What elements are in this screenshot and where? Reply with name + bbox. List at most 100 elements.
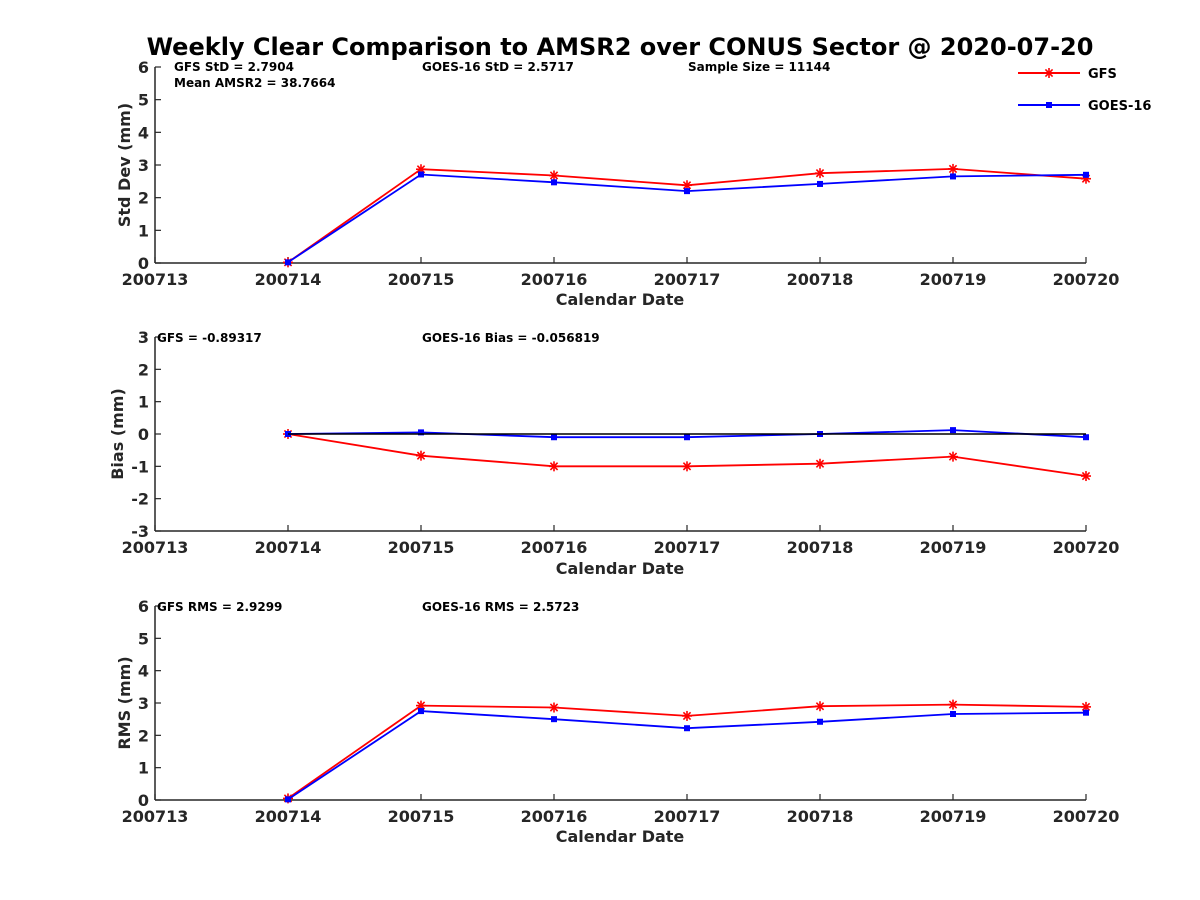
data-point-gfs-rms [1081,701,1091,712]
y-tick-label-bias: -3 [131,522,149,541]
annotation-gfs-rms: GFS RMS = 2.9299 [157,600,282,614]
y-tick-label-std-dev: 5 [138,91,149,110]
y-tick-label-std-dev: 3 [138,156,149,175]
data-point-goes-16-std-dev [551,179,557,186]
legend-entry-goes16: GOES-16 [1018,99,1151,114]
legend-label-gfs: GFS [1088,67,1117,82]
x-tick-label-std-dev: 200714 [255,270,322,289]
y-tick-label-bias: 2 [138,360,149,379]
legend: GFS GOES-16 [1018,67,1151,114]
y-tick-label-rms: 3 [138,694,149,713]
x-tick-label-bias: 200719 [920,538,987,557]
x-tick-label-bias: 200717 [654,538,721,557]
data-point-gfs-std-dev [549,170,559,181]
y-tick-label-std-dev: 2 [138,189,149,208]
y-tick-label-bias: -1 [131,457,149,476]
y-tick-label-rms: 5 [138,629,149,648]
data-point-goes-16-rms [551,716,557,723]
data-point-gfs-rms [549,702,559,713]
x-axis-label-std-dev: Calendar Date [556,290,685,309]
data-point-goes-16-std-dev [1083,171,1089,178]
data-point-goes-16-bias [684,434,690,441]
data-point-goes-16-std-dev [684,188,690,195]
series-gfs-rms [283,699,1091,804]
x-axis-label-bias: Calendar Date [556,559,685,578]
data-point-goes-16-rms [817,718,823,725]
x-tick-label-std-dev: 200718 [787,270,854,289]
x-tick-label-rms: 200713 [122,807,189,826]
panel-std-dev: 0 1 2 3 4 5 6 200713 200714 200715 200716 200717 200… [115,58,1119,309]
x-tick-label-rms: 200715 [388,807,455,826]
x-tick-label-rms: 200719 [920,807,987,826]
x-tick-label-rms: 200714 [255,807,322,826]
series-goes-16-rms [285,708,1089,803]
data-point-goes-16-bias [1083,434,1089,441]
annotation-goes16-bias: GOES-16 Bias = -0.056819 [422,331,600,345]
data-point-gfs-rms [682,710,692,721]
data-point-goes-16-rms [684,725,690,732]
x-tick-label-std-dev: 200719 [920,270,987,289]
data-point-goes-16-rms [950,710,956,717]
panel-rms: 0 1 2 3 4 5 6 200713 200714 200715 200716 200717 200… [115,597,1119,846]
x-tick-label-std-dev: 200715 [388,270,455,289]
y-axis-label-bias: Bias (mm) [108,388,127,480]
data-point-gfs-bias [1081,471,1091,482]
y-tick-label-rms: 0 [138,791,149,810]
x-tick-label-rms: 200720 [1053,807,1120,826]
y-axis-label-std-dev: Std Dev (mm) [115,103,134,227]
data-point-goes-16-std-dev [285,259,291,266]
data-point-gfs-bias [948,451,958,462]
x-tick-label-std-dev: 200713 [122,270,189,289]
annotation-sample-size: Sample Size = 11144 [688,60,830,74]
annotation-gfs-std: GFS StD = 2.7904 [174,60,294,74]
annotation-mean-amsr2: Mean AMSR2 = 38.7664 [174,76,335,90]
data-point-goes-16-rms [418,708,424,715]
y-tick-label-bias: 1 [138,393,149,412]
y-tick-label-std-dev: 1 [138,221,149,240]
legend-label-goes16: GOES-16 [1088,99,1151,114]
x-tick-label-rms: 200718 [787,807,854,826]
data-point-goes-16-bias [950,427,956,434]
x-tick-label-bias: 200716 [521,538,588,557]
data-point-gfs-std-dev [948,163,958,174]
data-point-goes-16-std-dev [950,173,956,180]
data-point-gfs-rms [815,701,825,712]
legend-marker-symbol-gfs [1044,68,1054,78]
chart-title: Weekly Clear Comparison to AMSR2 over CO… [147,33,1094,61]
annotation-goes16-rms: GOES-16 RMS = 2.5723 [422,600,579,614]
legend-entry-gfs: GFS [1018,67,1117,82]
y-tick-label-bias: -2 [131,490,149,509]
y-tick-label-std-dev: 0 [138,254,149,273]
x-tick-label-rms: 200716 [521,807,588,826]
data-point-gfs-bias [416,450,426,461]
y-tick-label-bias: 0 [138,425,149,444]
data-point-goes-16-rms [1083,709,1089,716]
series-goes-16-std-dev [285,171,1089,266]
data-point-goes-16-bias [418,429,424,436]
x-tick-label-bias: 200718 [787,538,854,557]
data-point-goes-16-std-dev [817,180,823,187]
x-tick-label-bias: 200713 [122,538,189,557]
legend-marker-gfs [1044,68,1054,78]
data-point-gfs-rms [948,699,958,710]
data-point-gfs-bias [549,461,559,472]
annotation-goes16-std: GOES-16 StD = 2.5717 [422,60,574,74]
x-tick-label-std-dev: 200716 [521,270,588,289]
data-point-gfs-bias [815,458,825,469]
legend-marker-symbol-goes16 [1046,102,1052,108]
y-tick-label-rms: 4 [138,662,149,681]
data-point-gfs-rms [416,700,426,711]
data-point-gfs-bias [682,461,692,472]
series-gfs-std-dev [283,163,1091,268]
x-tick-label-bias: 200720 [1053,538,1120,557]
y-tick-label-rms: 6 [138,597,149,616]
data-point-gfs-std-dev [815,168,825,179]
y-tick-label-bias: 3 [138,328,149,347]
data-point-goes-16-rms [285,796,291,803]
x-tick-label-rms: 200717 [654,807,721,826]
y-axis-label-rms: RMS (mm) [115,656,134,749]
panel-bias: -3 -2 -1 0 1 2 3 200713 200714 200715 200716 200717… [108,328,1119,578]
x-tick-label-bias: 200714 [255,538,322,557]
y-tick-label-std-dev: 4 [138,123,149,142]
series-line-goes-16-rms [287,710,1087,801]
